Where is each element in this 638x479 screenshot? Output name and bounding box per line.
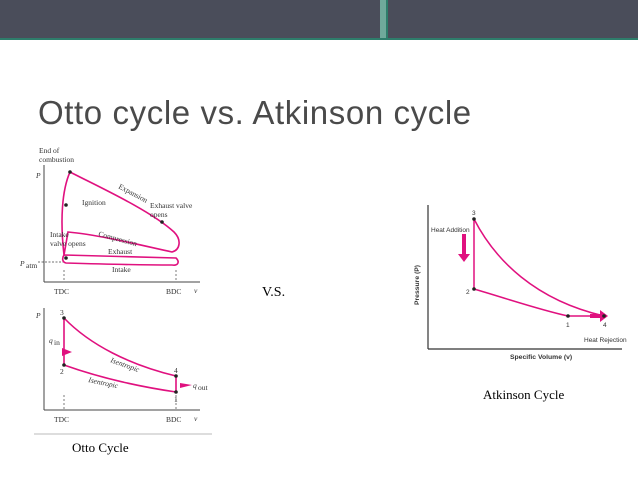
otto-top-label-exhaust: Exhaust [108,247,133,256]
atkinson-ylabel: Pressure (P) [414,265,421,305]
otto-cycle-caption: Otto Cycle [72,440,129,455]
otto-top-bdc-label: BDC [166,287,181,296]
otto-bottom-qout-sub: out [198,383,209,392]
bar-segment-dark-3 [394,0,638,38]
otto-top-label-compression: Compression [97,229,138,248]
otto-bottom-qin-sub: in [54,338,60,347]
otto-top-label-valve-opens: valve opens [50,239,86,248]
otto-bottom-point-1 [174,390,178,394]
otto-top-label-ignition: Ignition [82,198,106,207]
otto-top-tdc-label: TDC [54,287,69,296]
otto-top-point-exhaust [160,220,164,224]
atkinson-point-3 [472,217,476,221]
bar-highlight [380,0,386,38]
atkinson-point-3-label: 3 [472,210,476,217]
otto-bottom-p-label: P [35,311,41,320]
bar-underline [0,38,638,40]
otto-top-pumping-loop [61,254,179,266]
otto-top-label-intake: Intake [50,230,69,239]
otto-bottom-pv-diagram: P v TDC BDC Isentropic Isentropic q in q… [35,308,209,424]
top-decorative-bar [0,0,638,38]
otto-bottom-qin-arrow [62,348,72,356]
otto-bottom-compression-curve [63,364,177,393]
otto-bottom-expansion-curve [63,317,177,377]
atkinson-point-2-label: 2 [466,289,470,296]
otto-bottom-point-2 [62,363,66,367]
atkinson-heat-rejection-label: Heat Rejection [584,337,627,344]
bar-segment-dark-2 [388,0,394,38]
otto-bottom-qout-label: q [193,381,197,390]
atkinson-point-1 [566,314,570,318]
otto-bottom-point-4-label: 4 [174,366,178,375]
slide-title: Otto cycle vs. Atkinson cycle [38,94,472,131]
otto-bottom-point-4 [174,374,178,378]
otto-top-label-end-of: End of [39,146,60,155]
atkinson-cycle-caption: Atkinson Cycle [483,387,565,402]
otto-top-label-exhaust-valve: Exhaust valve [150,201,193,210]
otto-top-label-opens: opens [150,210,168,219]
otto-bottom-point-3-label: 3 [60,308,64,317]
otto-top-label-expansion: Expansion [117,182,149,205]
otto-top-point-combustion [68,170,72,174]
otto-top-point-ignition [64,203,68,207]
otto-bottom-qin-label: q [49,336,53,345]
otto-bottom-tdc-label: TDC [54,415,69,424]
atkinson-compression-curve [473,288,569,317]
otto-top-cycle-loop [61,170,180,256]
otto-top-patm-label: P [19,259,25,268]
atkinson-expansion-curve [473,218,605,317]
otto-top-label-combustion: combustion [39,155,74,164]
otto-bottom-label-isentropic-2: Isentropic [87,375,120,390]
otto-bottom-point-3 [62,316,66,320]
atkinson-heat-addition-arrow [458,234,470,262]
otto-bottom-v-label: v [194,414,198,423]
otto-bottom-bdc-label: BDC [166,415,181,424]
atkinson-point-1-label: 1 [566,322,570,329]
otto-top-point-intake [64,256,68,260]
atkinson-heat-addition-label: Heat Addition [431,227,470,234]
atkinson-point-4 [602,314,606,318]
otto-top-p-label: P [35,171,41,180]
atkinson-xlabel: Specific Volume (v) [510,354,572,361]
atkinson-pv-diagram: Pressure (P) Specific Volume (v) Heat Ad… [414,205,627,361]
otto-bottom-qout-arrow [180,383,192,388]
bar-segment-dark [0,0,380,38]
atkinson-heat-rejection-arrow [590,310,608,322]
vs-label: V.S. [262,285,286,300]
otto-bottom-point-2-label: 2 [60,367,64,376]
otto-top-label-intake-stroke: Intake [112,265,131,274]
otto-bottom-point-1-label: 1 [174,395,178,404]
otto-top-v-label: v [194,286,198,295]
otto-top-patm-sub: atm [26,261,37,270]
atkinson-point-2 [472,287,476,291]
otto-bottom-label-isentropic-1: Isentropic [108,355,141,374]
otto-top-pv-diagram: P v TDC BDC P atm End of combustion Igni… [19,146,200,296]
atkinson-point-4-label: 4 [603,322,607,329]
